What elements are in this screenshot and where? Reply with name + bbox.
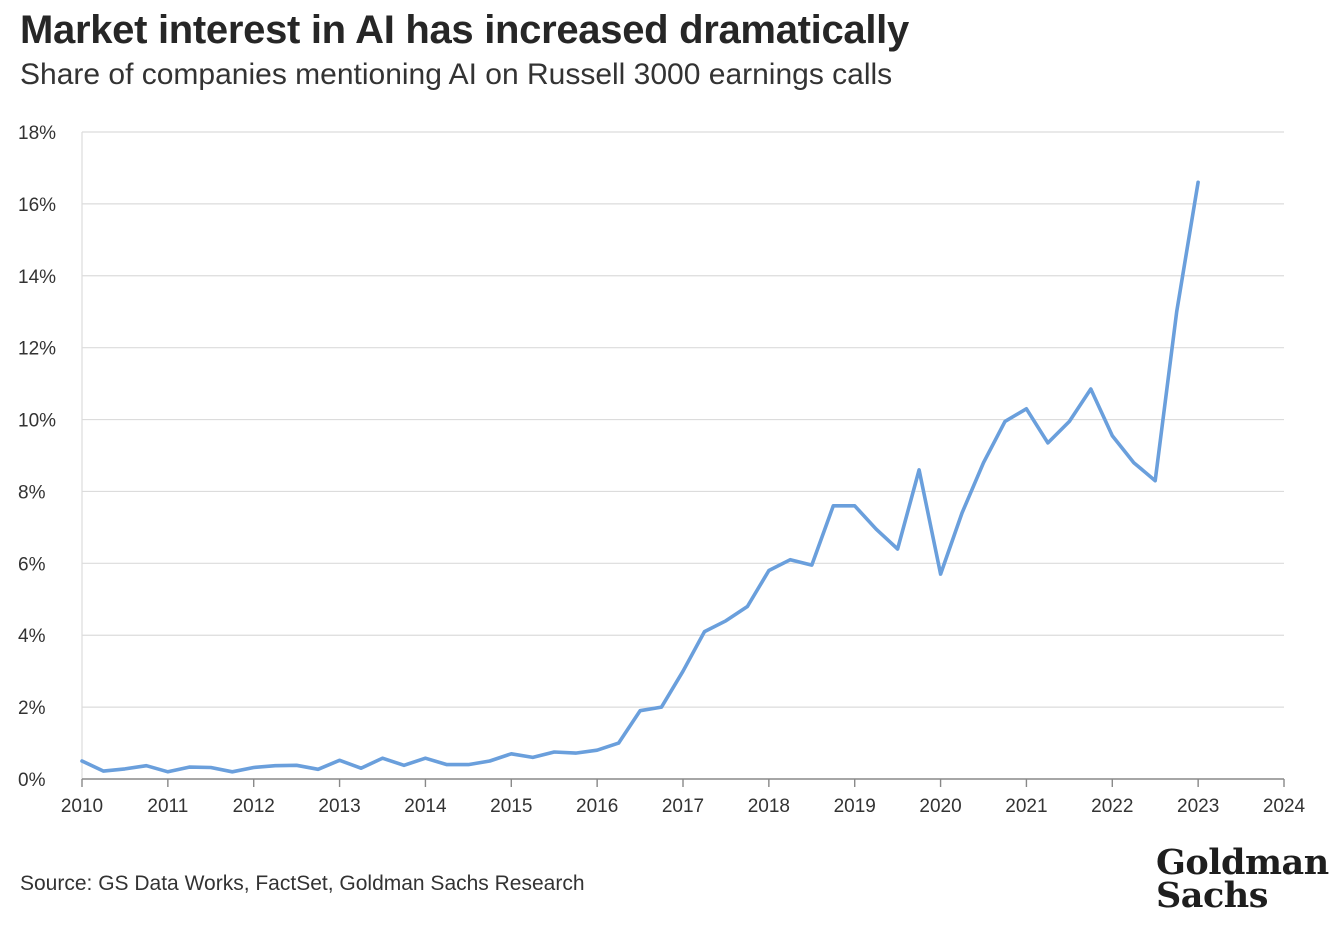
data-point	[252, 766, 255, 769]
goldman-sachs-logo: Goldman Sachs	[1156, 842, 1329, 916]
data-point	[445, 763, 449, 766]
data-point	[338, 759, 341, 762]
x-tick-label: 2013	[318, 796, 360, 817]
y-tick-label: 14%	[18, 267, 56, 288]
data-point	[1025, 407, 1028, 410]
x-tick-label: 2014	[404, 796, 447, 817]
x-tick-label: 2015	[490, 796, 532, 817]
data-point	[746, 605, 749, 608]
y-tick-label: 12%	[18, 339, 56, 360]
data-point	[874, 527, 878, 531]
data-point	[1132, 461, 1135, 464]
data-point	[381, 756, 384, 760]
y-tick-label: 2%	[18, 698, 46, 719]
data-point	[982, 461, 985, 464]
data-point	[231, 770, 234, 774]
y-tick-label: 16%	[18, 195, 56, 216]
x-tick-label: 2018	[748, 796, 790, 817]
data-point	[917, 468, 921, 472]
x-tick-label: 2011	[147, 796, 188, 817]
data-point	[1196, 181, 1200, 184]
y-tick-label: 6%	[18, 554, 46, 575]
y-tick-label: 8%	[18, 482, 46, 503]
data-point	[145, 764, 148, 767]
data-point	[402, 764, 406, 767]
data-point	[295, 764, 298, 767]
data-point	[166, 770, 170, 774]
data-point	[724, 619, 728, 623]
data-point	[1175, 310, 1178, 313]
data-point	[638, 709, 642, 712]
data-point	[359, 767, 363, 770]
data-point	[767, 569, 771, 572]
data-point	[832, 504, 835, 508]
data-point	[188, 765, 191, 769]
data-point	[1068, 420, 1071, 423]
series-line	[80, 180, 1200, 774]
data-point	[1089, 387, 1093, 391]
data-point	[703, 630, 706, 633]
line-chart: 0% 2% 4% 6% 8% 10% 12% 14% 16% 18% 2010 2011 2012 201…	[18, 123, 1306, 817]
y-tick-label: 0%	[18, 770, 46, 791]
x-tick-label: 2021	[1005, 796, 1047, 817]
x-tick-label: 2012	[233, 796, 275, 817]
x-tick-label: 2022	[1091, 796, 1133, 817]
data-point	[102, 769, 105, 773]
data-point	[553, 750, 556, 754]
data-point	[617, 741, 620, 745]
data-point	[896, 547, 899, 551]
data-point	[510, 752, 513, 756]
x-tick-label: 2023	[1177, 796, 1219, 817]
data-point	[273, 764, 277, 767]
data-point	[316, 768, 320, 771]
x-tick-label: 2016	[576, 796, 618, 817]
data-point	[1111, 434, 1114, 437]
source-note: Source: GS Data Works, FactSet, Goldman …	[20, 872, 585, 895]
data-point	[1046, 441, 1050, 445]
x-tick-label: 2019	[834, 796, 876, 817]
data-point	[209, 766, 212, 769]
data-point	[467, 763, 470, 766]
chart-subtitle: Share of companies mentioning AI on Russ…	[20, 58, 893, 91]
data-point	[531, 756, 534, 759]
data-point	[939, 572, 942, 576]
data-point	[1003, 420, 1007, 423]
y-tick-label: 4%	[18, 626, 46, 647]
data-point	[424, 756, 427, 760]
data-point	[810, 563, 813, 567]
data-point	[488, 759, 492, 763]
data-point	[595, 749, 599, 752]
data-point	[960, 511, 964, 515]
x-tick-label: 2020	[919, 796, 961, 817]
y-tick-label: 10%	[18, 411, 56, 432]
data-point	[681, 669, 685, 673]
x-tick-label: 2017	[662, 796, 704, 817]
chart-title: Market interest in AI has increased dram…	[20, 8, 909, 52]
x-tick-label: 2010	[61, 796, 103, 817]
data-point	[80, 759, 84, 763]
data-point	[123, 767, 127, 771]
data-point	[1154, 479, 1157, 482]
data-point	[574, 751, 577, 755]
x-tick-label: 2024	[1263, 796, 1306, 817]
data-point	[660, 705, 663, 709]
data-point	[789, 558, 792, 561]
y-tick-label: 18%	[18, 123, 56, 144]
data-point	[853, 504, 856, 508]
